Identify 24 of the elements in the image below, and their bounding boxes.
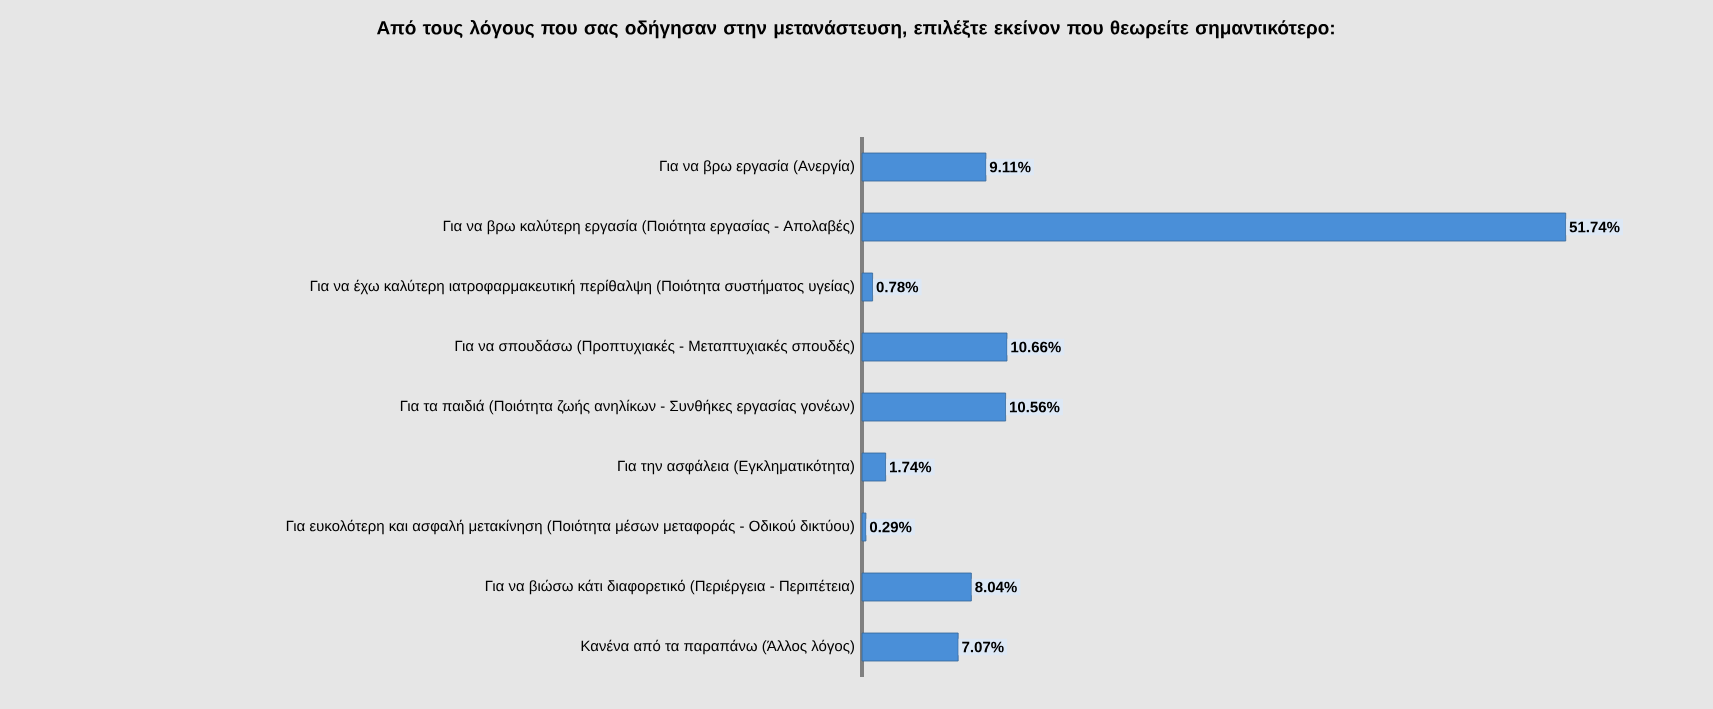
data-label: 10.66% [1011, 341, 1061, 353]
data-label: 10.56% [1009, 401, 1060, 413]
y-tick-label: Για την ασφάλεια (Εγκληματικότητα) [618, 459, 854, 475]
y-tick-label: Για να βρω καλύτερη εργασία (Ποιότητα εργασίας - Απολαβές) [443, 219, 854, 235]
data-label: 7.07% [962, 641, 1004, 653]
bar [861, 152, 987, 182]
bar [861, 212, 1567, 242]
y-tick-label: Για να βιώσω κάτι διαφορετικό (Περιέργεια - Περιπέτεια) [485, 579, 854, 595]
bar [861, 512, 867, 542]
y-tick-label: Για ευκολότερη και ασφαλή μετακίνηση (Ποιότητα μέσων μεταφοράς - Οδικού δικτύου) [286, 519, 854, 535]
data-label: 8.04% [975, 581, 1017, 593]
data-label: 0.78% [876, 281, 919, 293]
data-label: 51.74% [1569, 221, 1620, 233]
y-tick-label: Για να σπουδάσω (Προπτυχιακές - Μεταπτυχιακές σπουδές) [455, 339, 855, 355]
y-tick-label: Κανένα από τα παραπάνω (Άλλος λόγος) [581, 639, 855, 655]
y-tick-label: Για να έχω καλύτερη ιατροφαρμακευτική περίθαλψη (Ποιότητα συστήματος υγείας) [310, 279, 854, 295]
bar [861, 272, 874, 302]
data-label: 9.11% [989, 161, 1031, 173]
chart-title: Από τους λόγους που σας οδήγησαν στην μετανάστευση, επιλέξτε εκείνον που θεωρείτε σημαντικότερο: [376, 20, 1334, 39]
data-label: 0.29% [869, 521, 912, 533]
y-tick-label: Για να βρω εργασία (Ανεργία) [660, 159, 855, 175]
bar [861, 392, 1007, 422]
data-label: 1.74% [890, 461, 932, 473]
y-tick-label: Για τα παιδιά (Ποιότητα ζωής ανηλίκων - Συνθήκες εργασίας γονέων) [400, 399, 854, 415]
